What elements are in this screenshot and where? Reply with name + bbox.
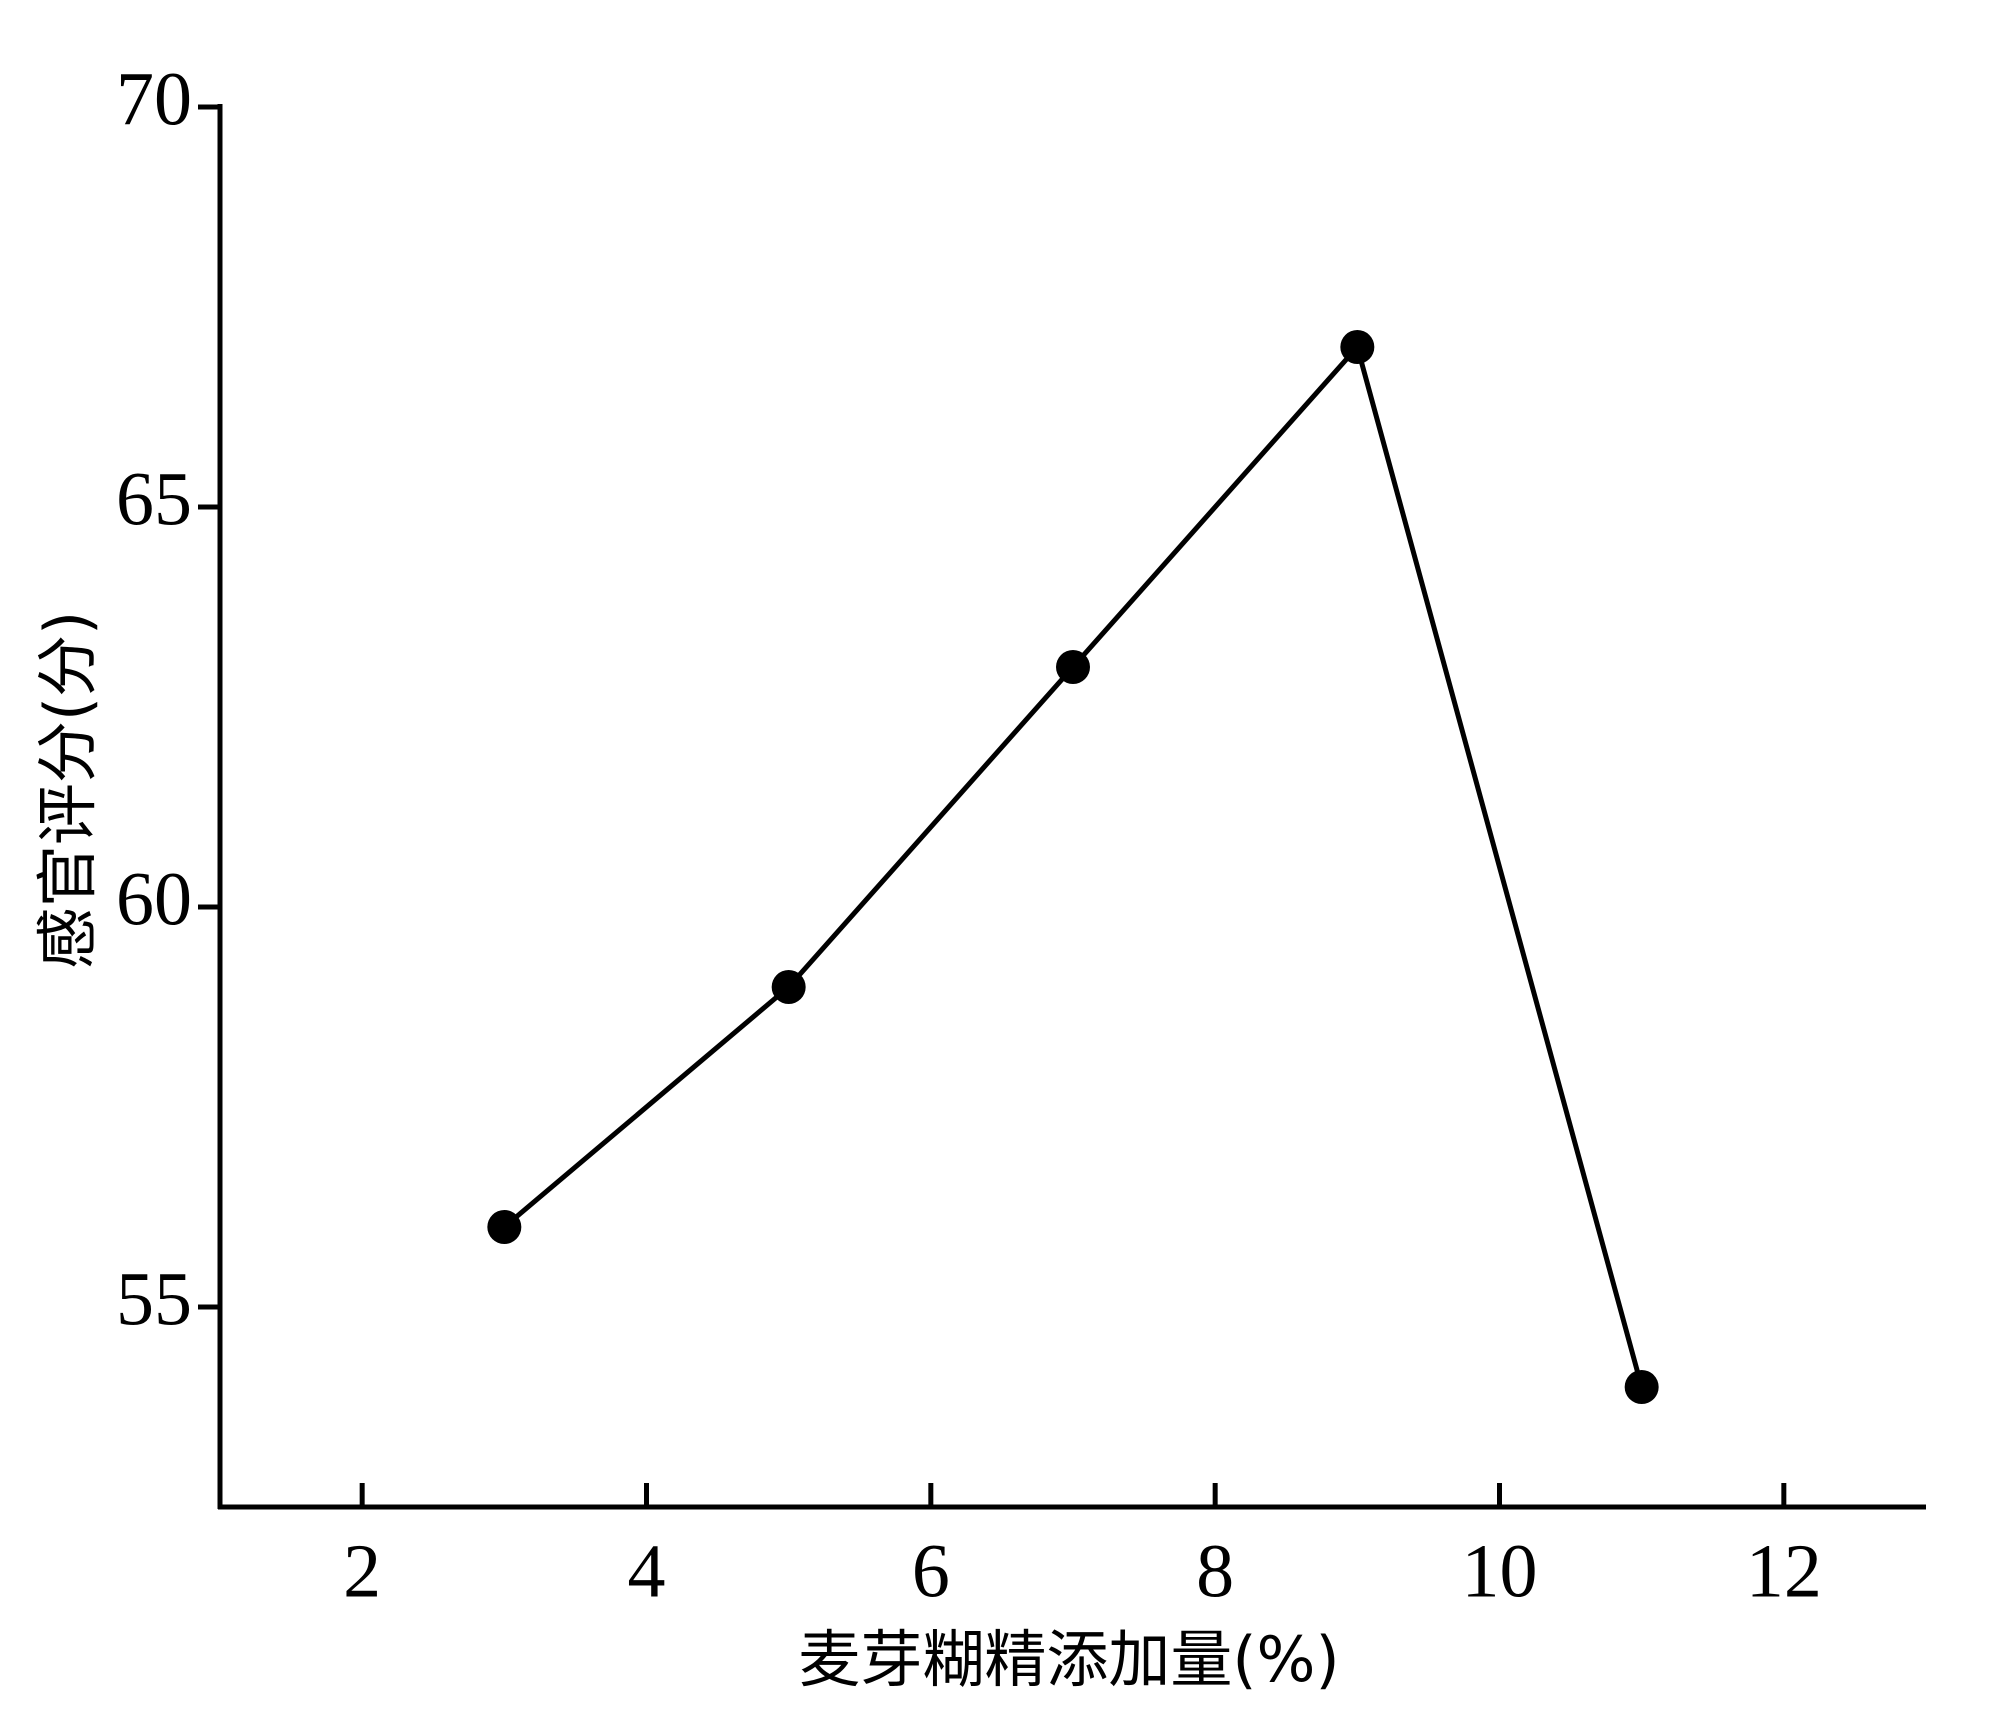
x-tick-label: 2	[343, 1529, 381, 1613]
x-tick-label: 6	[912, 1529, 950, 1613]
data-line	[502, 344, 1645, 1388]
data-point	[771, 970, 806, 1004]
y-tick-label: 55	[116, 1257, 192, 1341]
data-point	[487, 1210, 522, 1244]
y-tick-label: 60	[116, 857, 192, 941]
x-tick-label: 12	[1746, 1529, 1822, 1613]
y-tick-label: 70	[116, 57, 192, 141]
x-tick-label: 8	[1196, 1529, 1234, 1613]
y-tick-label: 65	[116, 457, 192, 541]
x-tick-label: 4	[628, 1529, 666, 1613]
data-point	[1056, 650, 1090, 684]
x-tick-label: 10	[1462, 1529, 1538, 1613]
x-axis-label: 麦芽糊精添加量(%)	[798, 1623, 1339, 1696]
data-point	[1340, 330, 1375, 364]
data-point	[1624, 1370, 1659, 1404]
y-axis-label: 感官评分(分)	[31, 611, 104, 969]
